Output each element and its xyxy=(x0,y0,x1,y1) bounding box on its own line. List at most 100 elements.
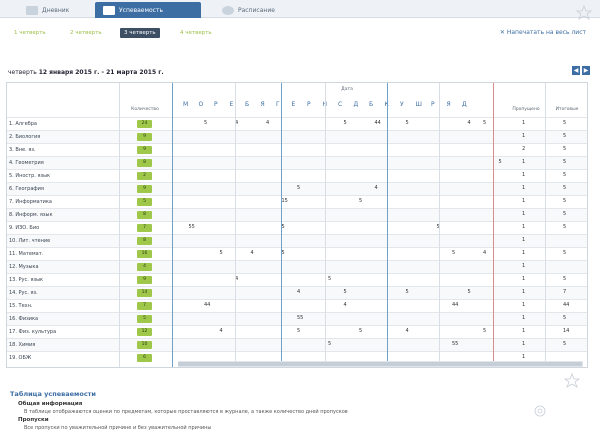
grade-mark[interactable]: 4 xyxy=(374,185,378,191)
grade-count-badge: 9 xyxy=(137,276,152,284)
scrollbar-thumb[interactable] xyxy=(178,362,582,366)
grade-mark[interactable]: 5 xyxy=(281,224,285,230)
table-row[interactable]: 11. Математ. 16 5 4 5 5 4 1 5 xyxy=(7,247,587,260)
grade-mark[interactable]: 5 xyxy=(343,289,347,295)
subject-name[interactable]: 9. ИЗО. Био xyxy=(9,225,40,231)
table-row[interactable]: 8. Информ. язык 8 1 5 xyxy=(7,208,587,221)
table-row[interactable]: 2. Биология 9 1 5 xyxy=(7,130,587,143)
period-prefix: четверть xyxy=(8,69,37,76)
table-row[interactable]: 13. Рус. язык 9 4 5 1 5 xyxy=(7,273,587,286)
table-row[interactable]: 4. Геометрия 8 5 1 5 xyxy=(7,156,587,169)
table-row[interactable]: 7. Информатика 5 15 5 1 5 xyxy=(7,195,587,208)
grade-mark[interactable]: 5 xyxy=(359,328,363,334)
missed-count: 1 xyxy=(522,237,526,243)
subject-name[interactable]: 16. Физика xyxy=(9,316,39,322)
table-row[interactable]: 9. ИЗО. Био7555515 xyxy=(7,221,587,234)
subject-name[interactable]: 13. Рус. язык xyxy=(9,277,44,283)
subject-name[interactable]: 8. Информ. язык xyxy=(9,212,53,218)
grade-mark[interactable]: 4 xyxy=(219,328,223,334)
grade-mark[interactable]: 44 xyxy=(374,120,381,126)
subject-name[interactable]: 6. География xyxy=(9,186,44,192)
grade-mark[interactable]: 5 xyxy=(483,328,487,334)
grade-mark[interactable]: 55 xyxy=(188,224,195,230)
table-row[interactable]: 1. Алгебра 24 5 4 4 5 44 5 4 5 1 5 xyxy=(7,117,587,130)
table-row[interactable]: 16. Физика 5 55 1 5 xyxy=(7,312,587,325)
print-link[interactable]: ✕ Напечатать на весь лист xyxy=(500,28,586,38)
subject-name[interactable]: 14. Рус. яз. xyxy=(9,290,38,296)
grade-mark[interactable]: 5 xyxy=(281,250,285,256)
period-4[interactable]: 4 четверть xyxy=(180,30,212,36)
subject-name[interactable]: 19. ОБЖ xyxy=(9,355,32,361)
grade-mark[interactable]: 5 xyxy=(498,159,502,165)
grade-mark[interactable]: 5 xyxy=(405,289,409,295)
grade-mark[interactable]: 4 xyxy=(467,120,471,126)
grade-mark[interactable]: 4 xyxy=(235,276,239,282)
grade-count-badge: 7 xyxy=(137,224,152,232)
period-3[interactable]: 3 четверть xyxy=(120,28,160,38)
final-grade: 5 xyxy=(563,198,567,204)
grade-mark[interactable]: 55 xyxy=(452,341,459,347)
day-header: С xyxy=(338,101,343,108)
grade-mark[interactable]: 5 xyxy=(467,289,471,295)
grade-mark[interactable]: 15 xyxy=(281,198,288,204)
period-2[interactable]: 2 четверть xyxy=(70,30,102,36)
grade-mark[interactable]: 4 xyxy=(405,328,409,334)
tab-progress[interactable]: Успеваемость xyxy=(95,2,201,18)
grade-mark[interactable]: 5 xyxy=(483,120,487,126)
subject-name[interactable]: 3. Вне. яз. xyxy=(9,147,36,153)
grade-mark[interactable]: 4 xyxy=(343,302,347,308)
subject-name[interactable]: 5. Иностр. язык xyxy=(9,173,51,179)
table-row[interactable]: 5. Иностр. язык 2 1 5 xyxy=(7,169,587,182)
grade-mark[interactable]: 55 xyxy=(297,315,304,321)
grade-mark[interactable]: 4 xyxy=(250,250,254,256)
grade-mark[interactable]: 5 xyxy=(405,120,409,126)
subject-name[interactable]: 18. Химия xyxy=(9,342,36,348)
period-1[interactable]: 1 четверть xyxy=(14,30,46,36)
table-row[interactable]: 18. Химия 10 5 55 1 5 xyxy=(7,338,587,351)
subject-name[interactable]: 1. Алгебра xyxy=(9,121,38,127)
grade-mark[interactable]: 4 xyxy=(483,250,487,256)
table-row[interactable]: 19. ОБЖ 6 1 xyxy=(7,351,587,364)
grade-mark[interactable]: 4 xyxy=(235,120,239,126)
final-grade: 5 xyxy=(563,276,567,282)
missed-count: 1 xyxy=(522,315,526,321)
table-row[interactable]: 10. Лит. чтение 8 1 xyxy=(7,234,587,247)
final-grade: 7 xyxy=(563,289,567,295)
grade-count-badge: 10 xyxy=(137,341,152,349)
grade-mark[interactable]: 5 xyxy=(452,250,456,256)
tab-schedule[interactable]: Расписание xyxy=(214,2,283,18)
grade-mark[interactable]: 5 xyxy=(328,341,332,347)
subject-name[interactable]: 2. Биология xyxy=(9,134,41,140)
grade-mark[interactable]: 5 xyxy=(343,120,347,126)
grade-mark[interactable]: 5 xyxy=(437,224,440,230)
grade-mark[interactable]: 5 xyxy=(328,276,332,282)
subject-name[interactable]: 4. Геометрия xyxy=(9,160,44,166)
subject-name[interactable]: 15. Техн. xyxy=(9,303,33,309)
grade-mark[interactable]: 4 xyxy=(266,120,270,126)
next-arrow-icon[interactable]: ▶ xyxy=(582,66,590,75)
grade-mark[interactable]: 5 xyxy=(219,250,223,256)
grade-mark[interactable]: 44 xyxy=(204,302,211,308)
horizontal-scrollbar[interactable] xyxy=(178,361,583,367)
grade-mark[interactable]: 5 xyxy=(297,328,301,334)
subject-name[interactable]: 12. Музыка xyxy=(9,264,39,270)
grade-mark[interactable]: 5 xyxy=(297,185,301,191)
day-header: Г xyxy=(276,101,280,108)
subject-name[interactable]: 10. Лит. чтение xyxy=(9,238,51,244)
prev-arrow-icon[interactable]: ◀ xyxy=(572,66,580,75)
grade-mark[interactable]: 5 xyxy=(204,120,208,126)
table-row[interactable]: 6. География 9 5 4 1 5 xyxy=(7,182,587,195)
table-row[interactable]: 14. Рус. яз. 14 4 5 5 5 1 7 xyxy=(7,286,587,299)
grade-count-badge: 5 xyxy=(137,198,152,206)
table-row[interactable]: 12. Музыка 4 1 xyxy=(7,260,587,273)
grade-mark[interactable]: 4 xyxy=(297,289,301,295)
grade-mark[interactable]: 5 xyxy=(359,198,363,204)
table-row[interactable]: 15. Техн. 7 44 4 44 1 44 xyxy=(7,299,587,312)
subject-name[interactable]: 7. Информатика xyxy=(9,199,52,205)
subject-name[interactable]: 11. Математ. xyxy=(9,251,44,257)
grade-mark[interactable]: 44 xyxy=(452,302,459,308)
tab-diary[interactable]: Дневник xyxy=(18,2,77,18)
table-row[interactable]: 3. Вне. яз. 9 2 5 xyxy=(7,143,587,156)
table-row[interactable]: 17. Физ. культура 12 4 5 5 4 5 1 14 xyxy=(7,325,587,338)
subject-name[interactable]: 17. Физ. культура xyxy=(9,329,57,335)
